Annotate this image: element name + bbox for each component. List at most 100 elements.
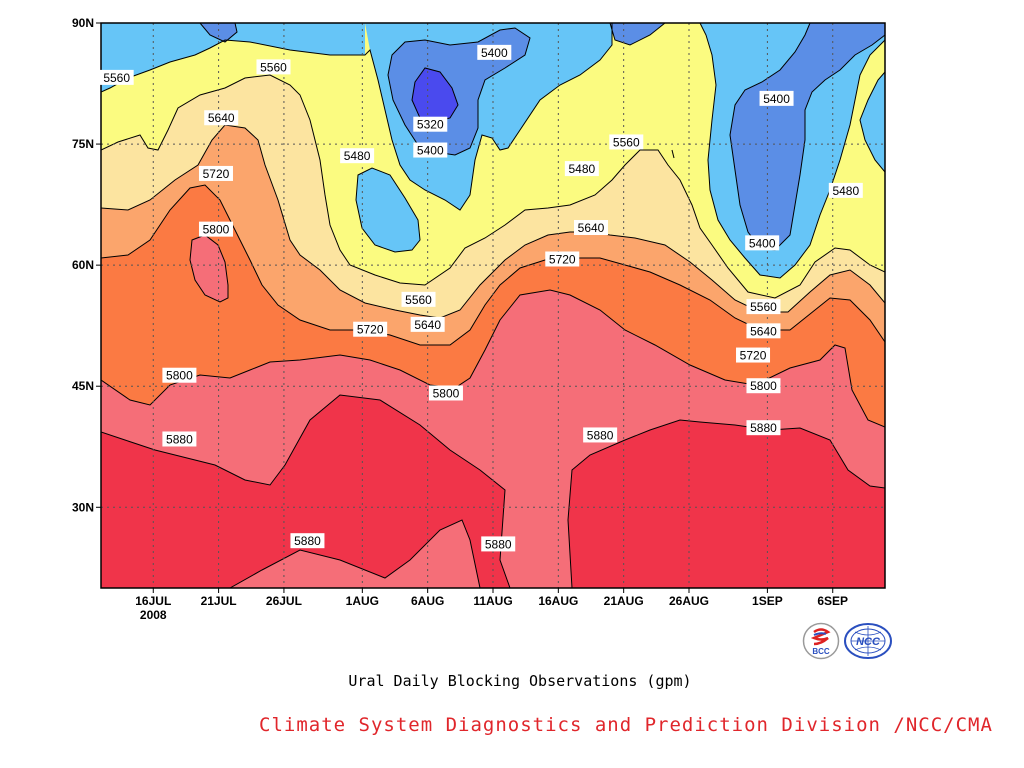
contour-label-bg [481, 536, 516, 552]
contour-label-bg [545, 251, 580, 267]
contour-label-bg [162, 431, 197, 447]
contour-label: 5800 [428, 385, 463, 401]
x-tick-label: 26AUG [669, 594, 709, 608]
y-tick-label: 75N [72, 137, 94, 151]
contour-label-bg [609, 134, 644, 150]
contour-label-bg [99, 69, 134, 85]
contour-label: 5800 [162, 367, 197, 383]
contour-label-text: 5400 [481, 46, 508, 60]
contour-label: 5880 [162, 431, 197, 447]
contour-label-text: 5640 [208, 111, 235, 125]
contour-label-text: 5560 [405, 293, 432, 307]
contour-label-bg [340, 148, 375, 164]
contour-label: 5560 [609, 134, 644, 150]
contour-label-text: 5720 [357, 323, 384, 337]
contour-label-bg [256, 59, 291, 75]
contour-label-bg [759, 90, 794, 106]
contour-label: 5880 [290, 533, 325, 549]
contour-label-bg [746, 378, 781, 394]
contour-label-text: 5800 [203, 223, 230, 237]
contour-label: 5880 [481, 536, 516, 552]
contour-label: 5480 [340, 148, 375, 164]
x-tick-label: 21AUG [604, 594, 644, 608]
contour-label-bg [410, 316, 445, 332]
band-5320-5400-east [730, 23, 885, 250]
contour-label: 5400 [759, 90, 794, 106]
contour-label-text: 5880 [750, 421, 777, 435]
contour-label-text: 5560 [260, 60, 287, 74]
band-5320-5400-west [101, 23, 237, 42]
x-tick-label: 1AUG [346, 594, 379, 608]
contour-label-bg [401, 291, 436, 307]
contour-label-bg [746, 420, 781, 436]
contour-label: 5400 [745, 235, 780, 251]
contour-lines [101, 23, 885, 588]
contour-label-text: 5560 [750, 300, 777, 314]
contour-label-text: 5640 [750, 324, 777, 338]
y-axis: 90N 75N 60N 45N 30N [72, 16, 101, 514]
contour-label: 5640 [574, 220, 608, 236]
band-5400-5480-isle [356, 168, 420, 252]
contour-label-bg [428, 385, 463, 401]
x-tick-year-label: 2008 [140, 608, 167, 622]
contour-label-bg [583, 427, 618, 443]
bcc-logo-text: BCC [812, 647, 830, 656]
contour-label: 5720 [545, 251, 580, 267]
contour-label: 5320 [413, 116, 448, 132]
contour-label-text: 5720 [549, 252, 576, 266]
contour-label-text: 5880 [485, 537, 512, 551]
contour-label-text: 5480 [344, 149, 371, 163]
x-tick-label: 21JUL [201, 594, 237, 608]
y-tick-label: 30N [72, 500, 94, 514]
contour-label: 5720 [198, 165, 233, 181]
contour-label: 5400 [477, 44, 512, 60]
contour-label-text: 5800 [433, 386, 460, 400]
x-tick-label: 16AUG [538, 594, 578, 608]
contour-label-text: 5400 [749, 236, 776, 250]
contour-label: 5560 [401, 291, 436, 307]
y-tick-label: 90N [72, 16, 94, 30]
contour-label-text: 5720 [203, 167, 230, 181]
band-5400-5480 [101, 23, 885, 172]
band-below-5320 [412, 68, 458, 122]
contour-label-bg [828, 182, 863, 198]
y-tick-label: 60N [72, 258, 94, 272]
contour-label-bg [198, 165, 233, 181]
contour-label-bg [736, 347, 771, 363]
contour-label-bg [413, 142, 448, 158]
contour-label-text: 5880 [294, 534, 321, 548]
contour-label-bg [162, 367, 197, 383]
x-tick-label: 11AUG [473, 594, 512, 608]
contour-label-bg [564, 161, 599, 177]
contour-label-text: 5640 [578, 221, 605, 235]
x-tick-label: 26JUL [266, 594, 302, 608]
contour-label-text: 5320 [417, 118, 444, 132]
x-tick-label: 16JUL [135, 594, 171, 608]
contour-label-text: 5400 [417, 144, 444, 158]
contour-label: 5560 [746, 299, 781, 315]
contour-label-text: 5560 [103, 71, 130, 85]
contour-label-text: 5480 [832, 184, 859, 198]
contour-label-bg [353, 321, 388, 337]
contour-label: 5640 [746, 323, 781, 339]
contour-label-text: 5720 [740, 349, 767, 363]
bcc-logo: BCC [802, 622, 840, 660]
contour-label: 5480 [828, 182, 863, 198]
contour-label: 5800 [746, 378, 781, 394]
x-tick-label: 1SEP [752, 594, 783, 608]
contour-label: 5560 [256, 59, 291, 75]
contour-labels: 5560 5560 5640 5720 5800 5480 5320 5400 5400 5480… [99, 44, 863, 552]
contour-label: 5720 [736, 347, 771, 363]
contour-label: 5480 [564, 161, 599, 177]
contour-label-text: 5800 [750, 379, 777, 393]
contour-label: 5640 [410, 316, 445, 332]
x-tick-label: 6AUG [411, 594, 444, 608]
contour-label-text: 5560 [613, 135, 640, 149]
footer-text: Climate System Diagnostics and Predictio… [259, 714, 993, 736]
contour-label: 5400 [413, 142, 448, 158]
contour-label-text: 5640 [414, 318, 441, 332]
band-5320-5400-ne [610, 23, 665, 45]
contour-label-bg [746, 299, 781, 315]
